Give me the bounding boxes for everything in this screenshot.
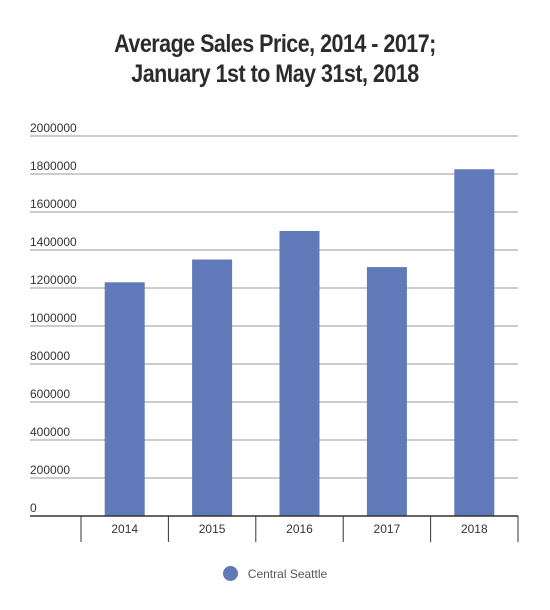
y-tick-label: 800000 <box>30 349 70 363</box>
chart-title-line-2: January 1st to May 31st, 2018 <box>131 60 419 88</box>
y-axis-tick-labels: 2000000180000016000001400000120000010000… <box>30 121 77 515</box>
bar-2018 <box>454 169 495 516</box>
bar-2015 <box>192 259 233 516</box>
y-tick-label: 0 <box>30 501 37 515</box>
x-tick-label: 2018 <box>461 522 488 536</box>
x-axis <box>30 515 519 542</box>
y-tick-label: 1000000 <box>30 311 77 325</box>
chart-title-line-1: Average Sales Price, 2014 - 2017; <box>114 30 436 58</box>
gridlines <box>30 135 518 479</box>
y-tick-label: 200000 <box>30 463 70 477</box>
legend: Central Seattle <box>0 566 550 581</box>
x-tick-label: 2016 <box>286 522 313 536</box>
x-axis-tick-labels: 2014 2015 2016 2017 2018 <box>111 522 488 536</box>
y-tick-label: 1800000 <box>30 159 77 173</box>
x-tick-label: 2017 <box>374 522 401 536</box>
bar-2016 <box>279 231 320 516</box>
legend-swatch-central-seattle <box>222 566 238 581</box>
bar-2014 <box>104 282 145 516</box>
y-tick-label: 600000 <box>30 387 70 401</box>
y-tick-label: 1600000 <box>30 197 77 211</box>
x-tick-label: 2014 <box>111 522 138 536</box>
bar-2017 <box>366 267 407 516</box>
legend-label-central-seattle: Central Seattle <box>247 566 328 581</box>
bars <box>104 169 495 516</box>
y-tick-label: 2000000 <box>30 121 77 135</box>
x-tick-label: 2015 <box>199 522 226 536</box>
y-tick-label: 1400000 <box>30 235 77 249</box>
y-tick-label: 400000 <box>30 425 70 439</box>
y-tick-label: 1200000 <box>30 273 77 287</box>
